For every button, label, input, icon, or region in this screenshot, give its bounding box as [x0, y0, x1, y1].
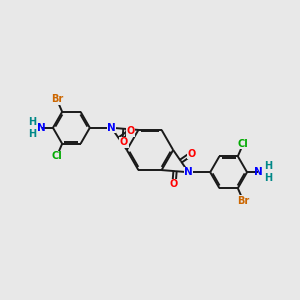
- Text: O: O: [126, 126, 134, 136]
- Text: O: O: [120, 137, 128, 147]
- Text: N: N: [254, 167, 263, 177]
- Text: Cl: Cl: [238, 139, 249, 149]
- Text: N: N: [184, 167, 193, 177]
- Text: Br: Br: [51, 94, 63, 104]
- Text: O: O: [170, 179, 178, 190]
- Text: O: O: [188, 148, 196, 158]
- Text: Br: Br: [237, 196, 249, 206]
- Text: Cl: Cl: [51, 151, 62, 161]
- Text: H: H: [28, 117, 36, 127]
- Text: N: N: [37, 123, 46, 133]
- Text: N: N: [107, 123, 116, 133]
- Text: H: H: [264, 161, 272, 171]
- Text: H: H: [264, 173, 272, 183]
- Text: H: H: [28, 129, 36, 139]
